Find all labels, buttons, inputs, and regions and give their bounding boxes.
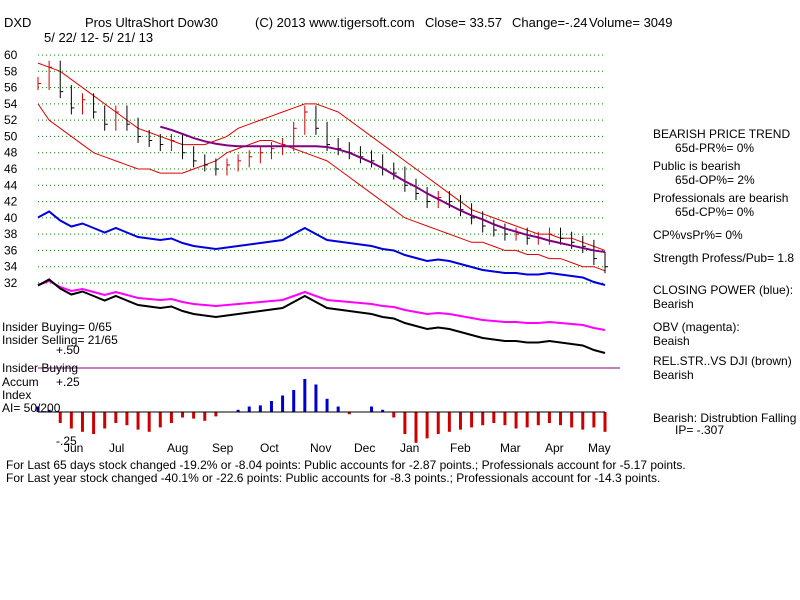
- fund-name: Pros UltraShort Dow30: [85, 15, 218, 30]
- insider-buying-line-label: Insider Buying: [2, 361, 79, 375]
- price-bars: [37, 60, 608, 274]
- relstr-status: Bearish: [653, 368, 694, 382]
- ai-value: AI= 50/200: [2, 401, 61, 415]
- volume-value: Volume= 3049: [589, 15, 673, 30]
- ip-value: IP= -.307: [675, 423, 725, 437]
- ma-line: [160, 125, 606, 254]
- price-grid: [38, 54, 605, 284]
- x-tick-label: Dec: [354, 441, 375, 455]
- obv-line: [37, 279, 606, 331]
- cp-value: 65d-CP%= 0%: [675, 205, 755, 219]
- close-value: Close= 33.57: [425, 15, 502, 30]
- y-tick-label: 50: [4, 129, 18, 143]
- closing-power-status: Bearish: [653, 297, 694, 311]
- y-tick-label: 48: [4, 146, 18, 160]
- y-tick-label: 38: [4, 227, 18, 241]
- x-tick-label: Aug: [167, 441, 188, 455]
- insider-selling-label: Insider Selling= 21/65: [2, 333, 118, 347]
- accum-label: Accum: [2, 375, 39, 389]
- closing-power-line: [37, 210, 606, 286]
- x-tick-label: Jul: [109, 441, 124, 455]
- pros-label: Professionals are bearish: [653, 191, 789, 205]
- copyright: (C) 2013 www.tigersoft.com: [255, 15, 415, 30]
- pr-value: 65d-PR%= 0%: [675, 141, 755, 155]
- y-tick-label: 60: [4, 48, 18, 62]
- x-tick-label: Jan: [400, 441, 419, 455]
- obv-status: Beaish: [653, 334, 690, 348]
- accum-level-50: +.50: [56, 343, 80, 357]
- y-tick-label: 52: [4, 113, 18, 127]
- x-tick-label: Mar: [500, 441, 521, 455]
- y-tick-label: 56: [4, 81, 18, 95]
- change-value: Change=-.24: [512, 15, 588, 30]
- relstr-label: REL.STR..VS DJI (brown): [653, 354, 792, 368]
- obv-label: OBV (magenta):: [653, 320, 740, 334]
- y-axis-ticks: 60 58 56 54 52 50 48 46 44 42 40 38 36 34 32: [4, 48, 18, 290]
- x-tick-label: May: [588, 441, 611, 455]
- x-tick-label: Nov: [310, 441, 331, 455]
- closing-power-label: CLOSING POWER (blue):: [653, 283, 794, 297]
- y-tick-label: 46: [4, 162, 18, 176]
- moving-average: [160, 125, 606, 254]
- insider-buying-label: Insider Buying= 0/65: [2, 320, 112, 334]
- footer-65day: For Last 65 days stock changed -19.2% or…: [6, 458, 686, 472]
- x-tick-label: Apr: [545, 441, 564, 455]
- trend-title: BEARISH PRICE TREND: [653, 127, 791, 141]
- indicator-lines: [37, 210, 620, 369]
- x-tick-label: Feb: [450, 441, 471, 455]
- y-tick-label: 44: [4, 178, 18, 192]
- price-bands: [37, 62, 606, 272]
- strength-value: Strength Profess/Pub= 1.8: [653, 251, 795, 265]
- index-label: Index: [2, 388, 32, 402]
- footer-year: For Last year stock changed -40.1% or -2…: [6, 471, 661, 485]
- y-tick-label: 42: [4, 195, 18, 209]
- x-tick-label: Jun: [64, 441, 83, 455]
- op-value: 65d-OP%= 2%: [675, 173, 755, 187]
- y-tick-label: 32: [4, 276, 18, 290]
- y-tick-label: 36: [4, 243, 18, 257]
- band-upper: [37, 62, 606, 251]
- public-label: Public is bearish: [653, 159, 741, 173]
- y-tick-label: 40: [4, 211, 18, 225]
- cpvspr-value: CP%vsPr%= 0%: [653, 228, 743, 242]
- accumulation-index: [36, 379, 607, 443]
- ip-label: Bearish: Distrubtion Falling: [653, 411, 797, 425]
- x-tick-label: Oct: [260, 441, 279, 455]
- y-tick-label: 58: [4, 64, 18, 78]
- x-tick-label: Sep: [212, 441, 234, 455]
- x-axis-ticks: Jun Jul Aug Sep Oct Nov Dec Jan Feb Mar Apr May: [64, 441, 611, 455]
- accum-level-minus-25: -.25: [56, 434, 77, 448]
- relstr-line: [37, 278, 606, 354]
- accum-level-25: +.25: [56, 375, 80, 389]
- band-lower: [37, 103, 606, 272]
- date-range: 5/ 22/ 12- 5/ 21/ 13: [44, 30, 154, 45]
- y-tick-label: 34: [4, 260, 18, 274]
- y-tick-label: 54: [4, 97, 18, 111]
- ticker-symbol: DXD: [4, 15, 32, 30]
